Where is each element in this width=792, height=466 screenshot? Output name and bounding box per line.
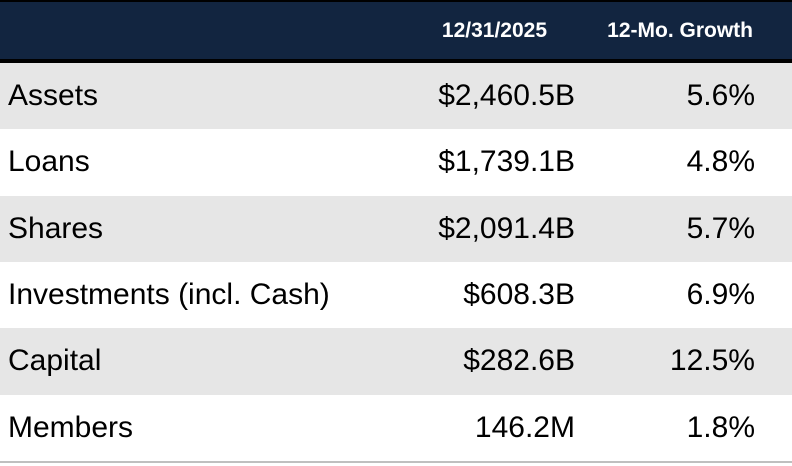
value-cell: $282.6B — [463, 344, 575, 378]
growth-cell: 1.8% — [686, 410, 755, 444]
table-row-capital: Capital $282.6B 12.5% — [0, 328, 792, 395]
table-row-assets: Assets $2,460.5B 5.6% — [0, 63, 792, 130]
table-body: Assets $2,460.5B 5.6% Loans $1,739.1B 4.… — [0, 63, 792, 461]
table-row-shares: Shares $2,091.4B 5.7% — [0, 195, 792, 262]
column-header-growth: 12-Mo. Growth — [607, 18, 753, 42]
growth-cell: 6.9% — [686, 278, 755, 312]
row-label: Capital — [8, 344, 102, 378]
column-header-date: 12/31/2025 — [441, 18, 547, 42]
bottom-rule — [0, 461, 792, 466]
row-label: Investments (incl. Cash) — [8, 278, 330, 312]
value-cell: $2,460.5B — [438, 79, 575, 113]
table-row-members: Members 146.2M 1.8% — [0, 394, 792, 461]
row-label: Assets — [8, 79, 99, 113]
growth-cell: 12.5% — [669, 344, 755, 378]
growth-cell: 5.6% — [686, 79, 755, 113]
value-cell: $1,739.1B — [438, 145, 575, 179]
growth-cell: 5.7% — [686, 211, 755, 245]
row-label: Members — [8, 410, 134, 444]
table-header-row: 12/31/2025 12-Mo. Growth — [0, 2, 792, 63]
value-cell: 146.2M — [474, 410, 575, 444]
row-label: Shares — [8, 211, 104, 245]
table-row-investments: Investments (incl. Cash) $608.3B 6.9% — [0, 261, 792, 329]
growth-cell: 4.8% — [686, 145, 755, 179]
value-cell: $2,091.4B — [438, 211, 575, 245]
value-cell: $608.3B — [463, 278, 575, 312]
row-label: Loans — [8, 145, 90, 179]
table-row-loans: Loans $1,739.1B 4.8% — [0, 129, 792, 196]
